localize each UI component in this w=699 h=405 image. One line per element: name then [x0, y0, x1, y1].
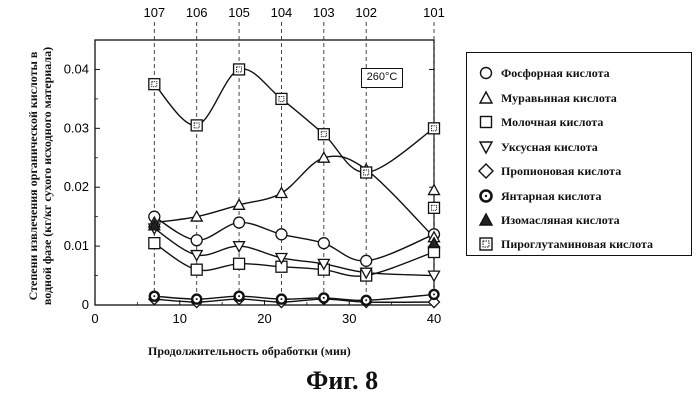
legend-item-succinic: Янтарная кислота	[477, 184, 601, 208]
sample-label: 105	[228, 5, 250, 20]
figure-caption: Фиг. 8	[306, 366, 378, 396]
square-dotted-marker	[429, 123, 440, 134]
circle-open-marker	[276, 229, 287, 240]
diamond-open-icon	[477, 162, 495, 180]
circle-ring-marker	[362, 296, 371, 305]
y-tick-label: 0.04	[64, 61, 89, 76]
data-point	[234, 258, 245, 269]
legend-label: Пироглутаминовая кислота	[501, 237, 653, 252]
data-point-center	[323, 297, 325, 299]
data-point-inner	[364, 170, 369, 175]
legend-label: Муравьиная кислота	[501, 91, 617, 106]
triangle-up-open-marker	[429, 185, 440, 195]
y-tick-label: 0.01	[64, 238, 89, 253]
data-point-center	[196, 298, 198, 300]
legend-label: Фосфорная кислота	[501, 66, 610, 81]
data-point-inner	[321, 132, 326, 137]
data-point-inner	[432, 205, 437, 210]
circle-ring-marker	[235, 292, 244, 301]
x-tick-label: 40	[427, 311, 441, 326]
circle-ring-marker	[150, 292, 159, 301]
y-tick-label: 0	[82, 297, 89, 312]
triangle-down-open-icon	[477, 138, 495, 156]
legend-label: Молочная кислота	[501, 115, 603, 130]
y-axis-label-line-1: Степени извлечения органической кислоты …	[26, 26, 40, 326]
square-dotted-marker	[234, 64, 245, 75]
circle-ring-marker	[192, 295, 201, 304]
data-point	[429, 185, 440, 195]
data-point	[276, 229, 287, 240]
triangle-up-filled-icon	[477, 211, 495, 229]
square-open-icon	[477, 113, 495, 131]
legend-label: Уксусная кислота	[501, 140, 598, 155]
circle-open-marker	[361, 255, 372, 266]
sample-label: 101	[423, 5, 445, 20]
legend-item-isobutyric: Изомасляная кислота	[477, 208, 620, 232]
circle-ring-icon	[477, 187, 495, 205]
x-tick-label: 30	[342, 311, 356, 326]
data-point-inner	[237, 67, 242, 72]
legend: Фосфорная кислота Муравьиная кислота Мол…	[466, 52, 692, 256]
x-axis-label: Продолжительность обработки (мин)	[148, 344, 351, 359]
data-point	[318, 238, 329, 249]
circle-open-marker	[318, 238, 329, 249]
y-axis-label: Степени извлечения органической кислоты …	[26, 26, 54, 326]
y-tick-label: 0.03	[64, 120, 89, 135]
square-dotted-marker	[429, 202, 440, 213]
data-point-center	[238, 295, 240, 297]
data-point	[149, 238, 160, 249]
square-dotted-marker	[318, 129, 329, 140]
sample-label: 107	[143, 5, 165, 20]
data-point	[276, 188, 287, 198]
data-point-center	[280, 298, 282, 300]
square-open-marker	[234, 258, 245, 269]
data-point	[191, 235, 202, 246]
circle-ring-marker	[277, 295, 286, 304]
temperature-badge: 260°C	[361, 68, 403, 88]
data-point	[191, 264, 202, 275]
data-point-center	[153, 295, 155, 297]
x-tick-label: 10	[173, 311, 187, 326]
x-tick-label: 20	[257, 311, 271, 326]
circle-open-marker	[234, 217, 245, 228]
sample-label: 104	[271, 5, 293, 20]
y-axis-label-line-2: водной фазе (кг/кг сухого исходного мате…	[40, 26, 54, 326]
triangle-up-open-marker	[276, 188, 287, 198]
square-dotted-marker	[149, 79, 160, 90]
legend-label: Янтарная кислота	[501, 189, 601, 204]
legend-item-formic: Муравьиная кислота	[477, 86, 617, 110]
legend-item-phosphoric: Фосфорная кислота	[477, 61, 610, 85]
legend-item-pyroglutamic: Пироглутаминовая кислота	[477, 232, 653, 256]
square-dotted-icon	[477, 235, 495, 253]
data-point-inner	[432, 126, 437, 131]
y-tick-label: 0.02	[64, 179, 89, 194]
data-point	[234, 217, 245, 228]
data-point-inner	[194, 123, 199, 128]
sample-label: 103	[313, 5, 335, 20]
data-point	[361, 255, 372, 266]
square-dotted-marker	[361, 167, 372, 178]
square-open-marker	[149, 238, 160, 249]
square-dotted-marker	[276, 93, 287, 104]
circle-ring-marker	[430, 290, 439, 299]
circle-open-icon	[477, 64, 495, 82]
triangle-up-open-icon	[477, 89, 495, 107]
legend-item-propionic: Пропионовая кислота	[477, 159, 621, 183]
circle-ring-marker	[319, 293, 328, 302]
legend-label: Пропионовая кислота	[501, 164, 621, 179]
data-point-center	[433, 293, 435, 295]
data-point-inner	[279, 96, 284, 101]
data-point-inner	[152, 82, 157, 87]
square-dotted-marker	[191, 120, 202, 131]
circle-open-marker	[191, 235, 202, 246]
sample-label: 102	[355, 5, 377, 20]
x-tick-label: 0	[91, 311, 98, 326]
legend-label: Изомасляная кислота	[501, 213, 620, 228]
sample-label: 106	[186, 5, 208, 20]
legend-item-lactic: Молочная кислота	[477, 110, 603, 134]
data-point-center	[365, 299, 367, 301]
square-open-marker	[191, 264, 202, 275]
legend-item-acetic: Уксусная кислота	[477, 135, 598, 159]
